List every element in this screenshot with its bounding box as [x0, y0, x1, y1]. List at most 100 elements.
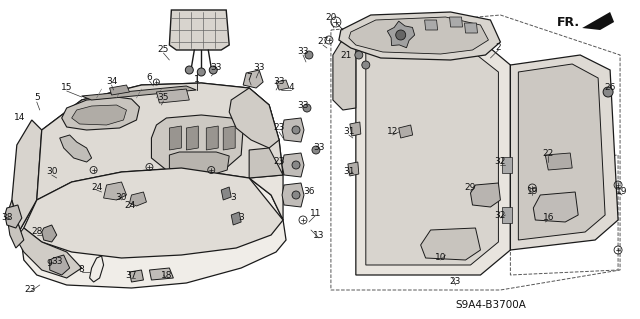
Circle shape	[292, 191, 300, 199]
Polygon shape	[582, 12, 614, 30]
Text: 36: 36	[303, 188, 315, 197]
Circle shape	[312, 146, 320, 154]
Polygon shape	[243, 70, 263, 88]
Polygon shape	[424, 20, 438, 30]
Polygon shape	[170, 10, 229, 50]
Text: 8: 8	[79, 265, 84, 275]
Text: 24: 24	[124, 201, 135, 210]
Text: 35: 35	[157, 93, 169, 102]
Text: 11: 11	[310, 209, 322, 218]
Circle shape	[603, 87, 613, 97]
Polygon shape	[12, 120, 42, 230]
Text: 30: 30	[116, 194, 127, 203]
Text: 31: 31	[343, 167, 355, 176]
Polygon shape	[129, 192, 147, 206]
Polygon shape	[533, 192, 578, 222]
Circle shape	[209, 66, 217, 74]
Polygon shape	[170, 126, 181, 150]
Polygon shape	[339, 12, 500, 60]
Polygon shape	[350, 122, 361, 136]
Text: 33: 33	[313, 143, 324, 152]
Text: 26: 26	[604, 84, 616, 93]
Circle shape	[303, 104, 311, 112]
Circle shape	[292, 126, 300, 134]
Polygon shape	[36, 83, 283, 220]
Text: 6: 6	[147, 73, 152, 83]
Polygon shape	[72, 105, 127, 125]
Polygon shape	[36, 83, 283, 200]
Circle shape	[355, 51, 363, 59]
Polygon shape	[150, 268, 173, 280]
Polygon shape	[356, 40, 510, 275]
Text: FR.: FR.	[557, 16, 580, 28]
Text: 24: 24	[91, 183, 102, 192]
Polygon shape	[82, 86, 196, 100]
Text: 10: 10	[435, 254, 446, 263]
Text: 12: 12	[387, 128, 399, 137]
Text: 23: 23	[273, 158, 285, 167]
Text: 33: 33	[273, 78, 285, 86]
Polygon shape	[465, 23, 477, 33]
Polygon shape	[502, 207, 513, 223]
Text: 33: 33	[253, 63, 265, 72]
Circle shape	[197, 68, 205, 76]
Text: 20: 20	[325, 13, 337, 23]
Polygon shape	[186, 126, 198, 150]
Polygon shape	[333, 40, 356, 110]
Polygon shape	[545, 153, 572, 170]
Polygon shape	[16, 228, 82, 278]
Polygon shape	[20, 168, 286, 288]
Polygon shape	[229, 88, 279, 148]
Text: 9: 9	[47, 258, 52, 268]
Polygon shape	[249, 148, 283, 178]
Text: 32: 32	[495, 211, 506, 219]
Text: 2: 2	[495, 42, 501, 51]
Circle shape	[362, 61, 370, 69]
Text: 27: 27	[317, 38, 328, 47]
Polygon shape	[170, 152, 229, 175]
Text: 16: 16	[543, 213, 554, 222]
Polygon shape	[470, 183, 500, 207]
Polygon shape	[276, 80, 289, 90]
Polygon shape	[223, 126, 235, 150]
Text: 3: 3	[238, 213, 244, 222]
Text: 25: 25	[157, 46, 169, 55]
Polygon shape	[152, 115, 243, 172]
Text: 21: 21	[340, 50, 351, 60]
Polygon shape	[387, 21, 415, 48]
Polygon shape	[518, 64, 605, 240]
Polygon shape	[231, 212, 241, 225]
Text: 3: 3	[230, 194, 236, 203]
Text: 19: 19	[616, 188, 628, 197]
Text: 23: 23	[273, 123, 285, 132]
Text: 29: 29	[465, 183, 476, 192]
Polygon shape	[42, 225, 57, 242]
Text: 22: 22	[543, 149, 554, 158]
Polygon shape	[129, 270, 143, 282]
Polygon shape	[420, 228, 481, 260]
Polygon shape	[510, 55, 618, 250]
Polygon shape	[221, 187, 231, 200]
Text: 34: 34	[106, 78, 117, 86]
Polygon shape	[156, 89, 189, 103]
Circle shape	[292, 161, 300, 169]
Polygon shape	[24, 168, 283, 258]
Text: 33: 33	[297, 100, 308, 109]
Polygon shape	[282, 183, 304, 207]
Text: 19: 19	[527, 188, 538, 197]
Text: 23: 23	[24, 286, 35, 294]
Text: 13: 13	[313, 231, 324, 240]
Text: 30: 30	[46, 167, 58, 176]
Circle shape	[305, 51, 313, 59]
Text: 1: 1	[195, 76, 200, 85]
Text: 23: 23	[450, 278, 461, 286]
Polygon shape	[366, 50, 499, 265]
Circle shape	[186, 66, 193, 74]
Polygon shape	[50, 255, 70, 275]
Text: 15: 15	[61, 84, 72, 93]
Text: 7: 7	[246, 72, 252, 81]
Text: 33: 33	[211, 63, 222, 72]
Polygon shape	[348, 162, 359, 176]
Circle shape	[396, 30, 406, 40]
Text: S9A4-B3700A: S9A4-B3700A	[455, 300, 526, 310]
